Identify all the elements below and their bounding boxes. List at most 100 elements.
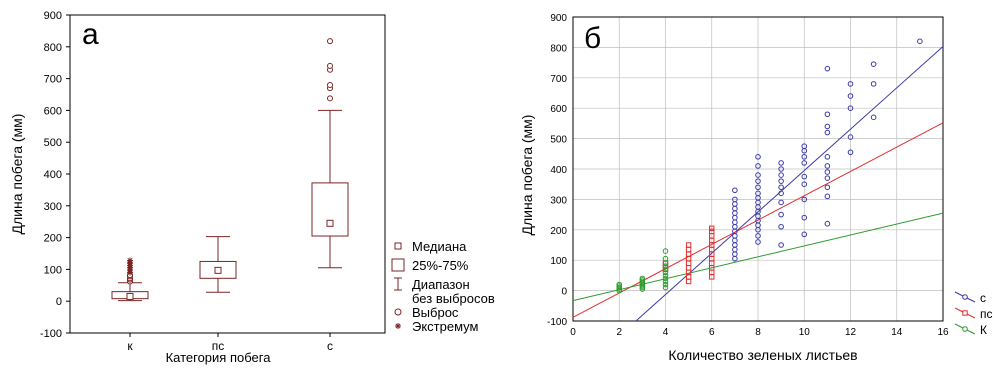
- panel-b-x-tick-label: 16: [937, 327, 949, 338]
- point-с: [824, 65, 831, 72]
- panel-a-y-tick-label: 100: [44, 264, 62, 276]
- panel-b-x-tick-label: 8: [755, 327, 761, 338]
- legend-label: Выброс: [412, 305, 459, 320]
- box-outlier: [327, 95, 333, 102]
- point-с: [801, 160, 808, 166]
- point-К: [662, 266, 669, 273]
- panel-b-x-tick-label: 12: [845, 327, 857, 338]
- panel-a-x-tick-label: пс: [212, 339, 225, 353]
- legend-label-К: К: [980, 323, 987, 337]
- point-с: [801, 173, 808, 180]
- panel-b-y-tick-label: 700: [550, 74, 567, 85]
- panel-b-x-axis: 0 2 4 6 8 10 12 14 16: [570, 327, 949, 338]
- box-outlier: [327, 62, 333, 69]
- legend-whisker-symbol: [394, 277, 402, 291]
- panel-b-x-tick-label: 2: [616, 327, 622, 338]
- box-outlier: [327, 38, 333, 45]
- point-с: [755, 172, 761, 178]
- point-К: [662, 275, 669, 282]
- point-с: [801, 196, 808, 203]
- point-с: [824, 184, 831, 191]
- panel-a-boxes: [111, 38, 349, 302]
- panel-b-y-tick-label: 800: [550, 43, 567, 54]
- legend-extreme-symbol: [395, 323, 401, 329]
- point-с: [824, 123, 831, 130]
- panel-a-letter: а: [82, 18, 99, 51]
- panel-b-x-tick-label: 6: [709, 327, 715, 338]
- panel-a-x-tick-label: к: [127, 339, 133, 353]
- point-с: [917, 38, 923, 45]
- legend-median-symbol: [394, 242, 402, 250]
- panel-b-y-tick-label: 200: [550, 226, 567, 237]
- panel-b-y-axis-label: Длина побега (мм): [519, 115, 535, 236]
- panel-a-y-tick-label: 500: [44, 137, 62, 149]
- point-с: [801, 143, 808, 149]
- point-с: [778, 166, 784, 172]
- panel-b-x-tick-label: 10: [799, 327, 811, 338]
- panel-b-x-tick-label: 0: [570, 327, 576, 338]
- panel-b-x-tick-label: 14: [891, 327, 903, 338]
- point-с: [847, 93, 854, 99]
- point-с: [778, 199, 784, 206]
- point-с: [778, 211, 784, 218]
- point-с: [778, 242, 784, 248]
- point-пс: [709, 228, 715, 235]
- panel-a-x-tick-label: с: [327, 339, 333, 353]
- point-с: [801, 181, 808, 187]
- point-с: [732, 187, 738, 194]
- box-outlier: [327, 81, 333, 88]
- point-с: [824, 129, 831, 136]
- point-с: [732, 196, 738, 203]
- point-с: [801, 154, 808, 160]
- panel-a-y-tick-label: 400: [44, 169, 62, 181]
- point-с: [755, 184, 761, 191]
- panel-a-y-tick-label: 200: [44, 233, 62, 245]
- point-с: [824, 169, 831, 175]
- point-К: [616, 281, 623, 288]
- point-с: [801, 231, 808, 238]
- panel-a-y-tick-label: 300: [44, 201, 62, 213]
- point-с: [755, 163, 761, 169]
- panel-b-legend: с пс К: [954, 291, 993, 337]
- panel-b-plot-frame: [572, 16, 944, 322]
- panel-b-y-tick-label: 900: [550, 13, 567, 24]
- point-К: [662, 272, 669, 279]
- point-К: [639, 275, 646, 282]
- panel-a-y-tick-label: 800: [44, 42, 62, 54]
- point-с: [801, 214, 808, 221]
- panel-b-y-tick-label: -100: [547, 317, 567, 328]
- legend-box-symbol: [391, 258, 405, 272]
- legend-marker-пс: [962, 310, 968, 316]
- panel-b-x-tick-label: 4: [663, 327, 669, 338]
- point-с: [755, 154, 761, 160]
- fit-line-с: [635, 46, 944, 322]
- box-median: [214, 266, 222, 274]
- point-с: [870, 81, 877, 87]
- panel-b-y-tick-label: 600: [550, 104, 567, 115]
- point-с: [755, 178, 761, 184]
- panel-b-fit-lines: [572, 46, 944, 322]
- point-с: [847, 134, 854, 140]
- point-с: [778, 223, 784, 230]
- point-с: [755, 233, 761, 239]
- panel-a-y-tick-label: 0: [56, 296, 62, 308]
- panel-b-y-axis: -100 0 100 200 300 400 500 600 700 800 900: [547, 13, 567, 328]
- panel-a-x-axis-label: Категория побега: [166, 350, 272, 365]
- point-с: [824, 193, 831, 200]
- panel-b-y-tick-label: 500: [550, 135, 567, 146]
- legend-label: Медиана: [412, 239, 467, 254]
- legend-label-пс: пс: [980, 307, 993, 321]
- fit-line-пс: [572, 122, 944, 318]
- panel-b-letter: б: [584, 22, 601, 55]
- panel-b-points: [616, 38, 923, 294]
- point-К: [662, 269, 669, 276]
- panel-a-y-axis-label: Длина побега (мм): [9, 114, 25, 235]
- point-К: [662, 263, 669, 270]
- fit-line-К: [572, 212, 944, 302]
